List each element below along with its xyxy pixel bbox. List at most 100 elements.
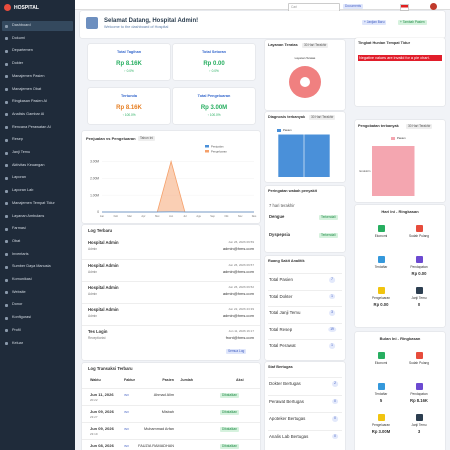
menu-item[interactable]: Manajemen Obat	[2, 85, 73, 95]
row-invoice[interactable]: INV	[124, 427, 130, 431]
menu-label[interactable]: Janji Temu	[12, 150, 31, 154]
menu-item[interactable]: Departemen	[2, 46, 73, 56]
menu-label[interactable]: Dashboard	[12, 23, 31, 27]
menu-item[interactable]: Manajemen Pasien	[2, 72, 73, 82]
summary-value: 0	[417, 302, 421, 307]
menu-item[interactable]: Aktivitas Keuangan	[2, 161, 73, 171]
column-header: Waktu	[90, 378, 101, 382]
menu-label[interactable]: Resep	[12, 137, 23, 142]
all-logs-button[interactable]: Semua Log	[226, 349, 247, 355]
menu-item[interactable]: Layanan Ambulans	[2, 212, 73, 222]
menu-label[interactable]: Aktivitas Keuangan	[12, 162, 45, 167]
menu-label[interactable]: Layanan Ambulans	[12, 213, 45, 218]
legend-label: Pasien	[283, 128, 292, 132]
avatar[interactable]	[430, 3, 437, 10]
row-invoice[interactable]: INV	[124, 444, 130, 448]
log-name: Hospital Admin	[88, 307, 119, 312]
new-appointment-button[interactable]: + Janjian Baru	[362, 20, 387, 26]
welcome-icon	[86, 17, 98, 29]
menu-item[interactable]: Inventaris	[2, 250, 73, 260]
menu-item[interactable]: Manajemen Tempat Tidur	[2, 199, 73, 209]
menu-label[interactable]: Laporan Lab	[12, 188, 34, 193]
menu-label[interactable]: Website	[12, 289, 26, 294]
log-role: Admin	[88, 292, 98, 296]
documents-button[interactable]: Documents	[343, 4, 364, 10]
search-placeholder[interactable]: Cari	[291, 4, 298, 9]
row-invoice[interactable]: INV	[124, 410, 130, 414]
summary-icon	[415, 414, 423, 421]
menu-label[interactable]: Komunikasi	[12, 277, 32, 281]
menu-label[interactable]: Rencana Perawatan AI	[12, 124, 51, 129]
menu-item[interactable]: Dashboard	[2, 21, 73, 31]
menu-item[interactable]: Konfigurasi	[2, 313, 73, 323]
menu-item[interactable]: Sumber Daya Manusia	[2, 262, 73, 272]
summary-label: Pendapatan	[410, 265, 428, 269]
stat-label: Total Pengeluaran	[197, 94, 231, 98]
menu-label[interactable]: Sumber Daya Manusia	[12, 264, 51, 269]
menu-item[interactable]: Laporan	[2, 173, 73, 183]
menu-item[interactable]: Rencana Perawatan AI	[2, 123, 73, 133]
menu-item[interactable]: Profil	[2, 326, 73, 336]
menu-item[interactable]: Resep	[2, 135, 73, 145]
transaction-row: Jun 09, 2026 23:19 INV Muhammad Arfan Dibata…	[82, 422, 260, 440]
menu-item[interactable]: Analisis Gambar AI	[2, 110, 73, 120]
menu-item[interactable]: Dokter	[2, 59, 73, 69]
menu-label[interactable]: Laporan	[12, 175, 26, 180]
row-invoice[interactable]: INV	[124, 393, 130, 397]
menu-item[interactable]: Donor	[2, 300, 73, 310]
menu-label[interactable]: Dokumi	[12, 35, 25, 40]
analytics-card: Ruang Sakit Analitik Total Pasien 7 Total D…	[265, 256, 345, 360]
menu-label[interactable]: Manajemen Tempat Tidur	[12, 200, 55, 205]
menu-icon	[5, 227, 8, 231]
row-status: Dibatalkan	[220, 393, 240, 399]
summary-value: 3	[417, 429, 421, 434]
summary-icon	[415, 352, 423, 359]
menu-label[interactable]: Keluar	[12, 340, 23, 345]
log-name: Hospital Admin	[88, 285, 119, 290]
menu-label[interactable]: Obat	[12, 238, 21, 243]
menu-label[interactable]: Analisis Gambar AI	[12, 111, 45, 116]
menu-label[interactable]: Manajemen Pasien	[12, 73, 45, 78]
menu-item[interactable]: Ringkasan Pasien AI	[2, 97, 73, 107]
menu-label[interactable]: Donor	[12, 302, 23, 307]
menu-item[interactable]: Laporan Lab	[2, 186, 73, 196]
log-role: Admin	[88, 314, 98, 318]
menu-label[interactable]: Inventaris	[12, 251, 29, 256]
menu-label[interactable]: Ringkasan Pasien AI	[12, 99, 48, 104]
menu-item[interactable]: Komunikasi	[2, 275, 73, 285]
staff-label: Analis Lab Bertugas	[269, 433, 309, 439]
menu-item[interactable]: Website	[2, 288, 73, 298]
stat-value: Rp 3.00M	[200, 105, 228, 111]
card-title: Ruang Sakit Analitik	[268, 259, 305, 263]
menu-item[interactable]: Keluar	[2, 339, 73, 349]
summary-value: Rp 0.00	[373, 302, 389, 307]
menu-label[interactable]: Farmasi	[12, 226, 26, 231]
summary-icon	[377, 383, 385, 390]
metric-value: 1	[329, 293, 335, 300]
menu-label[interactable]: Departemen	[12, 48, 33, 53]
menu-label[interactable]: Konfigurasi	[12, 315, 31, 320]
staff-value: 0	[332, 398, 338, 405]
menu-label[interactable]: Manajemen Obat	[12, 86, 42, 91]
top-medicine-card: Pengobatan terbanyak 30 Hari Terakhir Pasi…	[355, 120, 445, 202]
welcome-card: Selamat Datang, Hospital Admin! Welcome t…	[80, 11, 445, 38]
row-date: Jun 08, 2026	[90, 443, 114, 448]
staff-card: Staf Bertugas Dokter Bertugas 2 Perawat Ber…	[265, 362, 345, 450]
add-patient-button[interactable]: + Tambah Pasien	[398, 20, 427, 26]
menu-label[interactable]: Profil	[12, 327, 21, 332]
menu-item[interactable]: Dokumi	[2, 34, 73, 44]
transaction-row: Jun 08, 202622:10INVFAUZIA RAMADHANDibat…	[82, 439, 260, 450]
metric-label: Total Perawat	[269, 343, 296, 348]
legend-label: Pasien	[397, 136, 406, 140]
row-patient: FAUZIA RAMADHAN	[138, 444, 174, 448]
metric-value: 3	[329, 310, 335, 316]
metric-label: Total Pasien	[269, 277, 293, 282]
card-title: Tingkat Hunian Tempat Tidur	[358, 41, 411, 45]
log-email: admin@hms.com	[222, 291, 254, 296]
menu-label[interactable]: Dokter	[12, 61, 24, 66]
card-title: Bulan Ini - Ringkasan	[379, 336, 421, 341]
menu-item[interactable]: Obat	[2, 237, 73, 247]
legend-swatch	[277, 129, 281, 132]
menu-item[interactable]: Janji Temu	[2, 148, 73, 158]
menu-item[interactable]: Farmasi	[2, 224, 73, 234]
